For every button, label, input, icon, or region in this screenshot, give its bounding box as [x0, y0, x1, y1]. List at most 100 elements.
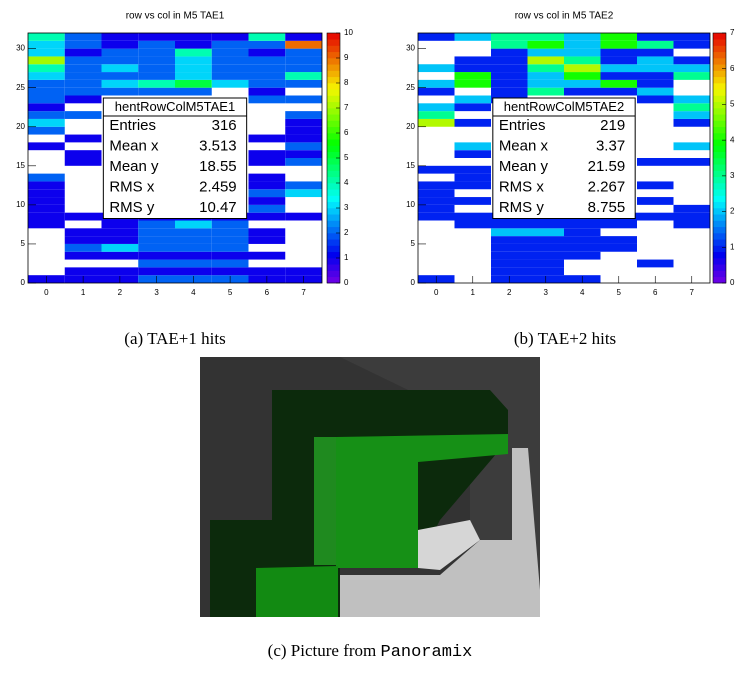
heatmap-cell: [285, 267, 322, 275]
heatmap-cell: [249, 197, 286, 205]
stats-value: 2.267: [588, 179, 626, 196]
heatmap-cell: [28, 33, 65, 41]
y-tick-label: 0: [21, 278, 26, 287]
heatmap-cell: [285, 189, 322, 197]
heatmap-cell: [28, 142, 65, 150]
y-tick-label: 5: [21, 239, 26, 248]
heatmap-cell: [102, 221, 139, 229]
heatmap-cell: [528, 80, 565, 88]
heatmap-cell: [418, 181, 455, 189]
caption: (b) TAE+2 hits: [514, 329, 616, 348]
colorbar-band: [713, 121, 726, 128]
colorbar-band: [713, 164, 726, 171]
heatmap-cell: [455, 150, 492, 158]
heatmap-cell: [285, 158, 322, 166]
heatmap-cell: [418, 111, 455, 119]
colorbar-band: [327, 102, 340, 109]
colorbar-band: [327, 221, 340, 228]
heatmap-cell: [528, 33, 565, 41]
colorbar-band: [713, 246, 726, 253]
heatmap-cell: [102, 64, 139, 72]
heatmap-cell: [455, 64, 492, 72]
colorbar-band: [327, 152, 340, 159]
heatmap-cell: [175, 244, 212, 252]
colorbar-band: [713, 202, 726, 209]
heatmap-cell: [491, 267, 528, 275]
y-tick-label: 5: [411, 239, 416, 248]
heatmap-cell: [212, 221, 249, 229]
heatmap-cell: [65, 56, 102, 64]
heatmap-cell: [637, 64, 674, 72]
y-tick-label: 0: [411, 278, 416, 287]
heatmap-cell: [138, 221, 175, 229]
colorbar-band: [713, 183, 726, 190]
heatmap-cell: [249, 150, 286, 158]
x-tick-label: 1: [471, 288, 476, 297]
colorbar-band: [713, 46, 726, 53]
colorbar-band: [713, 77, 726, 84]
colorbar-band: [327, 33, 340, 40]
stats-label: Mean x: [499, 138, 549, 155]
colorbar-band: [713, 39, 726, 46]
heatmap-cell: [175, 72, 212, 80]
colorbar-band: [713, 64, 726, 71]
colorbar-band: [327, 177, 340, 184]
heatmap-cell: [601, 244, 638, 252]
heatmap-cell: [249, 213, 286, 221]
x-tick-label: 4: [191, 288, 196, 297]
colorbar-tick-label: 5: [344, 153, 349, 162]
heatmap-cell: [249, 267, 286, 275]
colorbar-tick-label: 1: [730, 242, 735, 251]
heatmap-cell: [138, 80, 175, 88]
heatmap-cell: [212, 41, 249, 49]
heatmap-cell: [102, 88, 139, 96]
colorbar-band: [327, 196, 340, 203]
x-tick-label: 4: [580, 288, 585, 297]
heatmap-cell: [138, 267, 175, 275]
colorbar-band: [713, 52, 726, 59]
heatmap-cell: [138, 41, 175, 49]
heatmap-cell: [65, 213, 102, 221]
colorbar-tick-label: 6: [344, 128, 349, 137]
heatmap-cell: [674, 56, 711, 64]
colorbar-band: [713, 264, 726, 271]
heatmap-cell: [175, 267, 212, 275]
heatmap-cell: [28, 181, 65, 189]
heatmap-cell: [138, 244, 175, 252]
colorbar-band: [713, 127, 726, 134]
stats-value: 8.755: [588, 199, 626, 216]
y-tick-label: 15: [406, 161, 415, 170]
colorbar-band: [713, 102, 726, 109]
heatmap-cell: [418, 33, 455, 41]
heatmap-cell: [212, 267, 249, 275]
heatmap-cell: [28, 189, 65, 197]
heatmap-cell: [102, 267, 139, 275]
heatmap-cell: [455, 119, 492, 127]
heatmap-cell: [212, 244, 249, 252]
colorbar-tick-label: 1: [344, 253, 349, 262]
colorbar-tick-label: 0: [344, 278, 349, 287]
colorbar-band: [713, 158, 726, 165]
heatmap-cell: [601, 221, 638, 229]
heatmap-cell: [285, 135, 322, 143]
heatmap-cell: [102, 80, 139, 88]
colorbar-band: [327, 58, 340, 65]
stats-value: 3.513: [199, 138, 237, 155]
heatmap-cell: [65, 72, 102, 80]
colorbar-tick-label: 7: [344, 103, 349, 112]
colorbar-band: [713, 252, 726, 259]
colorbar-band: [327, 139, 340, 146]
colorbar-band: [327, 171, 340, 178]
x-tick-label: 6: [653, 288, 658, 297]
colorbar-band: [713, 146, 726, 153]
x-tick-label: 6: [265, 288, 270, 297]
y-tick-label: 10: [16, 200, 25, 209]
heatmap-cell: [528, 41, 565, 49]
heatmap-cell: [102, 49, 139, 57]
heatmap-cell: [175, 260, 212, 268]
heatmap-cell: [564, 41, 601, 49]
heatmap-cell: [491, 49, 528, 57]
heatmap-cell: [138, 33, 175, 41]
heatmap-cell: [212, 49, 249, 57]
x-tick-label: 7: [301, 288, 306, 297]
